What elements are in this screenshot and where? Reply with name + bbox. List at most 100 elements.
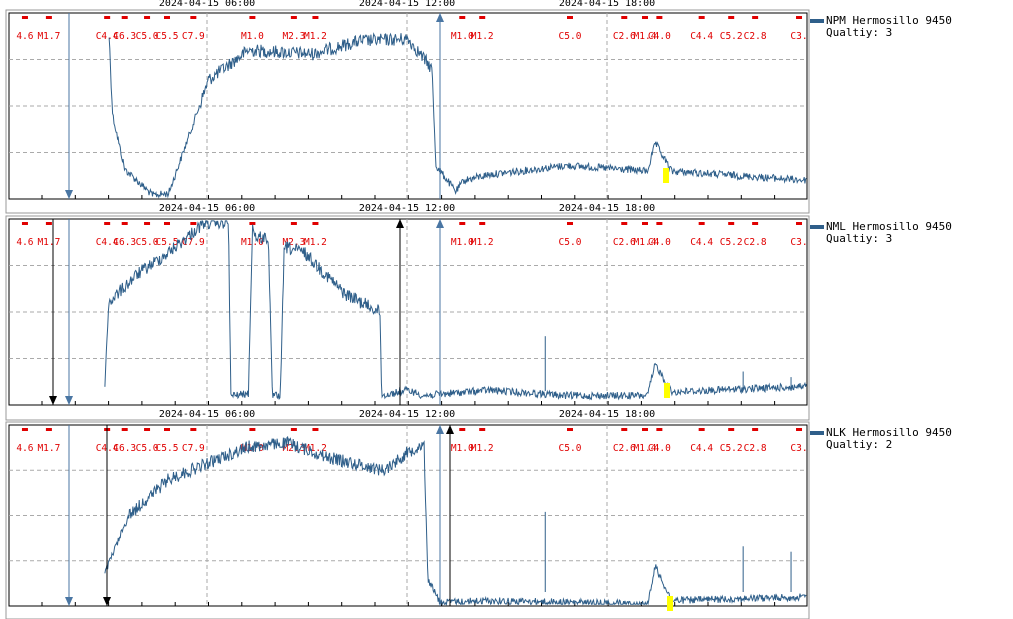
station-name: NPM Hermosillo 9450 — [826, 14, 952, 27]
event-marker — [144, 428, 151, 431]
event-marker — [566, 16, 573, 19]
arrow-down-icon — [49, 396, 57, 405]
event-marker — [164, 428, 171, 431]
event-marker — [21, 428, 28, 431]
waveform-trace — [104, 219, 807, 401]
time-tick-label: 2024-04-15 18:00 — [559, 203, 655, 214]
event-label: C5.0 — [559, 443, 582, 454]
event-label: C2.8 — [744, 443, 767, 454]
arrow-up-icon — [446, 425, 454, 434]
event-marker — [459, 16, 466, 19]
event-label: C6.3 — [113, 443, 136, 454]
event-marker — [144, 16, 151, 19]
panel-frame — [5, 421, 810, 619]
event-label: M1.0 — [451, 237, 474, 248]
legend-swatch — [810, 19, 824, 23]
event-label: C5.5 — [156, 237, 179, 248]
event-label: C7.9 — [182, 31, 205, 42]
event-marker — [249, 16, 256, 19]
event-label: M1.2 — [471, 31, 494, 42]
event-label: C2.8 — [744, 237, 767, 248]
arrow-up-icon — [396, 219, 404, 228]
event-marker — [728, 428, 735, 431]
waveform-trace — [104, 435, 807, 606]
event-label: 4.6 — [16, 31, 33, 42]
event-marker — [190, 16, 197, 19]
event-label: M2.3 — [282, 237, 305, 248]
event-label: C2.8 — [744, 31, 767, 42]
event-marker — [752, 16, 759, 19]
event-marker — [752, 222, 759, 225]
event-marker — [104, 16, 111, 19]
event-marker — [752, 428, 759, 431]
legend-1: NPM Hermosillo 9450 Qualtiy: 3 — [810, 15, 952, 39]
arrow-down-icon — [65, 190, 73, 199]
event-label: C6.3 — [113, 31, 136, 42]
arrow-up-icon — [436, 425, 444, 434]
quality-label: Qualtiy: 2 — [826, 438, 893, 451]
event-label: M1.4 — [634, 237, 657, 248]
event-marker — [249, 428, 256, 431]
event-label: M1.4 — [634, 31, 657, 42]
event-marker — [621, 16, 628, 19]
event-marker — [21, 222, 28, 225]
event-marker — [728, 222, 735, 225]
time-tick-label: 2024-04-15 12:00 — [359, 0, 455, 9]
event-label: M1.7 — [37, 443, 60, 454]
event-label: C7.9 — [182, 237, 205, 248]
event-label: C3. — [790, 443, 807, 454]
event-marker — [104, 222, 111, 225]
station-name: NML Hermosillo 9450 — [826, 220, 952, 233]
event-label: M1.0 — [451, 31, 474, 42]
time-tick-label: 2024-04-15 18:00 — [559, 409, 655, 420]
event-label: C5.0 — [136, 31, 159, 42]
event-marker — [312, 16, 319, 19]
time-tick-label: 2024-04-15 12:00 — [359, 203, 455, 214]
event-label: C5.0 — [559, 31, 582, 42]
event-label: M1.2 — [471, 237, 494, 248]
event-label: M1.2 — [471, 443, 494, 454]
event-marker — [566, 428, 573, 431]
event-label: C2.6 — [613, 31, 636, 42]
event-label: 4.6 — [16, 237, 33, 248]
quality-label: Qualtiy: 3 — [826, 232, 893, 245]
arrow-down-icon — [65, 597, 73, 606]
event-label: M2.3 — [282, 31, 305, 42]
event-label: M1.0 — [451, 443, 474, 454]
event-marker — [290, 428, 297, 431]
arrow-down-icon — [103, 597, 111, 606]
event-marker — [698, 428, 705, 431]
event-label: M1.2 — [304, 31, 327, 42]
station-name: NLK Hermosillo 9450 — [826, 426, 952, 439]
event-marker — [621, 222, 628, 225]
event-marker — [459, 222, 466, 225]
event-marker — [796, 222, 803, 225]
event-label: M1.0 — [241, 31, 264, 42]
arrow-up-icon — [436, 13, 444, 22]
panel-frame — [5, 9, 810, 214]
panel-1: 2024-04-15 06:00 2024-04-15 12:00 2024-04-… — [5, 0, 810, 214]
event-marker — [164, 222, 171, 225]
event-label: M1.2 — [304, 443, 327, 454]
pick-marker — [664, 383, 670, 398]
event-label: M1.7 — [37, 237, 60, 248]
time-tick-label: 2024-04-15 12:00 — [359, 409, 455, 420]
event-label: C2.6 — [613, 443, 636, 454]
time-tick-label: 2024-04-15 06:00 — [159, 203, 255, 214]
panel-2: 2024-04-15 06:00 2024-04-15 12:00 2024-04-… — [5, 203, 810, 421]
event-marker — [656, 222, 663, 225]
event-marker — [312, 222, 319, 225]
arrow-down-icon — [65, 396, 73, 405]
legend-swatch — [810, 431, 824, 435]
event-label: C4.0 — [648, 237, 671, 248]
pick-marker — [667, 596, 673, 611]
event-marker — [698, 16, 705, 19]
event-marker — [190, 428, 197, 431]
event-marker — [656, 428, 663, 431]
event-label: C4.4 — [690, 237, 713, 248]
event-marker — [21, 16, 28, 19]
event-label: C3. — [790, 237, 807, 248]
event-label: M1.2 — [304, 237, 327, 248]
event-marker — [45, 222, 52, 225]
event-label: C5.2 — [720, 237, 743, 248]
